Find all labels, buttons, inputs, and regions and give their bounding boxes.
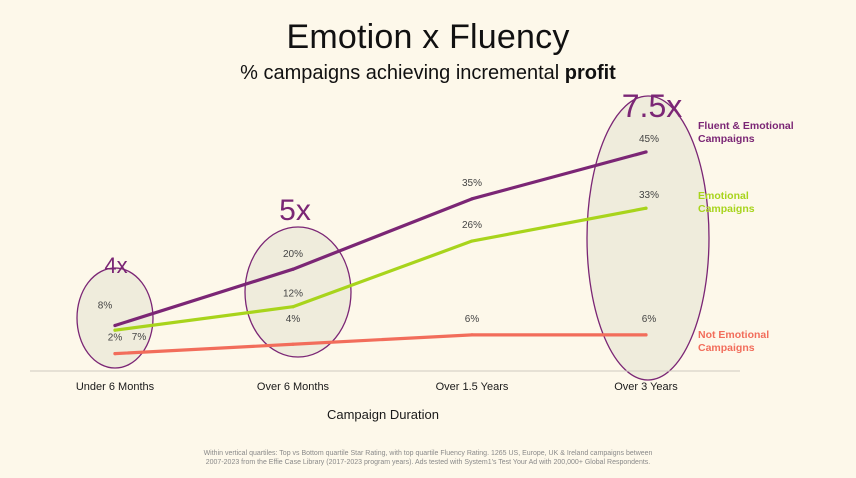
chart-title: Emotion x Fluency	[286, 18, 570, 56]
data-label: 6%	[465, 314, 480, 325]
data-label: 45%	[639, 134, 659, 145]
series-line-1	[113, 150, 648, 328]
x-tick-label: Over 1.5 Years	[436, 381, 509, 393]
data-point	[291, 267, 295, 271]
x-tick-label: Over 6 Months	[257, 381, 330, 393]
legend-label-line2: Campaigns	[698, 203, 755, 215]
data-label: 20%	[283, 249, 303, 260]
data-label: 2%	[108, 333, 123, 344]
chart-subtitle: % campaigns achieving incremental profit	[0, 62, 856, 85]
legend-label-line1: Not Emotional	[698, 329, 769, 341]
subtitle-emphasis: profit	[564, 62, 616, 84]
data-label: 8%	[98, 300, 113, 311]
series-line-2	[113, 206, 648, 332]
multiplier-label: 4x	[104, 253, 127, 278]
data-point	[113, 328, 117, 332]
data-point	[644, 150, 648, 154]
footnote-line-2: 2007-2023 from the Effie Case Library (2…	[205, 459, 651, 466]
multiplier-label: 5x	[279, 194, 311, 227]
legend-label-line1: Emotional	[698, 190, 749, 202]
data-point	[470, 333, 474, 337]
footnote: Within vertical quartiles: Top vs Bottom…	[150, 449, 706, 467]
highlight-ellipse-4	[586, 95, 710, 381]
x-tick-label: Over 3 Years	[614, 381, 678, 393]
line-chart: 8% 20% 35% 45% 7% 12% 26% 33% 2% 4% 6% 6% Under 6 Mo…	[30, 88, 794, 422]
series-line-3	[113, 333, 648, 356]
data-point	[291, 305, 295, 309]
x-tick-label: Under 6 Months	[76, 381, 155, 393]
data-label: 7%	[132, 332, 147, 343]
highlight-ellipse-1	[76, 267, 154, 369]
data-label: 4%	[286, 314, 301, 325]
data-point	[644, 206, 648, 210]
data-label: 26%	[462, 220, 482, 231]
data-label: 33%	[639, 190, 659, 201]
legend-label-line2: Campaigns	[698, 133, 755, 145]
highlight-ellipse-2	[244, 226, 352, 358]
data-label: 12%	[283, 289, 303, 300]
x-axis-title: Campaign Duration	[327, 407, 439, 422]
multiplier-label: 7.5x	[622, 88, 682, 124]
data-point	[470, 239, 474, 243]
data-point	[470, 197, 474, 201]
legend-label-line1: Fluent & Emotional	[698, 120, 794, 132]
subtitle-text: % campaigns achieving incremental	[240, 62, 565, 84]
data-label: 6%	[642, 314, 657, 325]
data-point	[113, 323, 117, 328]
legend-label-line2: Campaigns	[698, 342, 755, 354]
data-point	[644, 333, 648, 337]
data-point	[291, 342, 295, 346]
data-point	[113, 352, 117, 356]
footnote-line-1: Within vertical quartiles: Top vs Bottom…	[203, 450, 653, 457]
data-label: 35%	[462, 178, 482, 189]
